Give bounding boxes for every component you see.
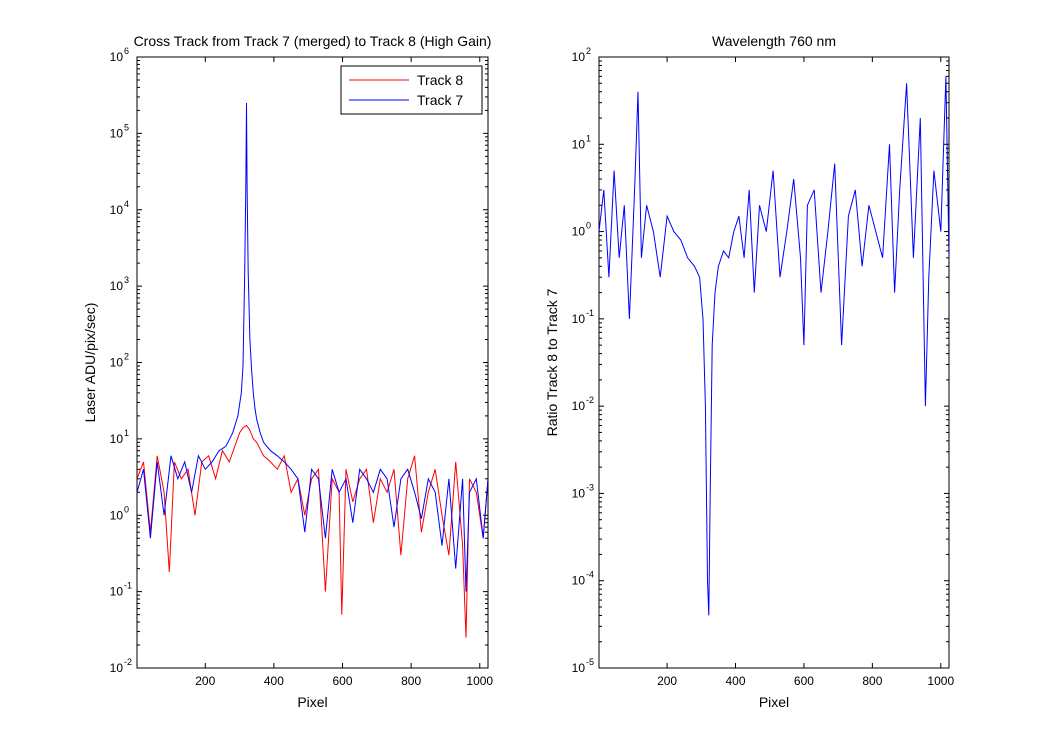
plot2-ytick-label: 10 (572, 574, 586, 588)
plot1-ytick-exponent: -2 (124, 657, 132, 667)
legend-label-track-7: Track 7 (417, 92, 463, 108)
legend-label-track-8: Track 8 (417, 72, 463, 88)
plot2-ytick-label: 10 (572, 137, 586, 151)
plot1-series-line-track-7 (137, 102, 488, 592)
plot1-ytick-exponent: 2 (124, 352, 129, 362)
plot2-frame (598, 56, 950, 669)
plot2-series-line-1 (599, 76, 949, 616)
plot2-xlabel: Pixel (759, 694, 789, 710)
plot1-xlabel: Pixel (297, 694, 327, 710)
plot1-ytick-exponent: 5 (124, 122, 129, 132)
plot2-ylabel: Ratio Track 8 to Track 7 (544, 288, 560, 436)
plot1-ytick-label: 10 (110, 126, 124, 140)
plot2-xtick-label: 600 (794, 674, 814, 688)
plot1-xtick-label: 800 (401, 674, 421, 688)
plot1-ytick-exponent: 1 (124, 428, 129, 438)
plot2-ytick-label: 10 (572, 661, 586, 675)
plot2-ytick-exponent: 1 (586, 133, 591, 143)
plot1-title: Cross Track from Track 7 (merged) to Tra… (134, 33, 492, 49)
plot2-xtick-label: 800 (862, 674, 882, 688)
plot1-ytick-label: 10 (110, 279, 124, 293)
plot1-frame (136, 56, 489, 669)
plot2-ytick-label: 10 (572, 312, 586, 326)
plot1-legend-box (340, 65, 483, 115)
plot1-ytick-exponent: 3 (124, 275, 129, 285)
plot1-ytick-label: 10 (110, 661, 124, 675)
plot1-legend: Track 8 Track 7 (340, 65, 483, 115)
plot1-ytick-label: 10 (110, 203, 124, 217)
plot1-ytick-exponent: 0 (124, 504, 129, 514)
plot1-ytick-label: 10 (110, 356, 124, 370)
plot1-xtick-label: 1000 (466, 674, 493, 688)
plot1-ytick-exponent: 6 (124, 46, 129, 56)
plot2-ytick-exponent: 0 (586, 221, 591, 231)
plot2-ytick-exponent: -2 (586, 395, 594, 405)
plot2-ytick-exponent: -5 (586, 657, 594, 667)
plot2-ytick-exponent: -1 (586, 308, 594, 318)
plot1-ytick-label: 10 (110, 585, 124, 599)
plot2-xtick-label: 1000 (927, 674, 954, 688)
plot2-ytick-label: 10 (572, 399, 586, 413)
plot2-ytick-label: 10 (572, 486, 586, 500)
plot1-xtick-label: 600 (333, 674, 353, 688)
plot1-xtick-label: 200 (195, 674, 215, 688)
plot2-ytick-exponent: 2 (586, 46, 591, 56)
plot2-xtick-label: 200 (657, 674, 677, 688)
plot2-ytick-label: 10 (572, 50, 586, 64)
plot1-ytick-exponent: -1 (124, 581, 132, 591)
plot1-ylabel: Laser ADU/pix/sec) (82, 303, 98, 423)
plot2-xtick-label: 400 (725, 674, 745, 688)
plot1-ytick-exponent: 4 (124, 199, 129, 209)
plot2-ytick-exponent: -4 (586, 570, 594, 580)
plot2-ytick-exponent: -3 (586, 482, 594, 492)
plot2-ytick-label: 10 (572, 225, 586, 239)
plot1-xtick-label: 400 (264, 674, 284, 688)
plot1-ytick-label: 10 (110, 432, 124, 446)
plot1-ytick-label: 10 (110, 508, 124, 522)
plot2-title: Wavelength 760 nm (712, 33, 836, 49)
plot1-ytick-label: 10 (110, 50, 124, 64)
